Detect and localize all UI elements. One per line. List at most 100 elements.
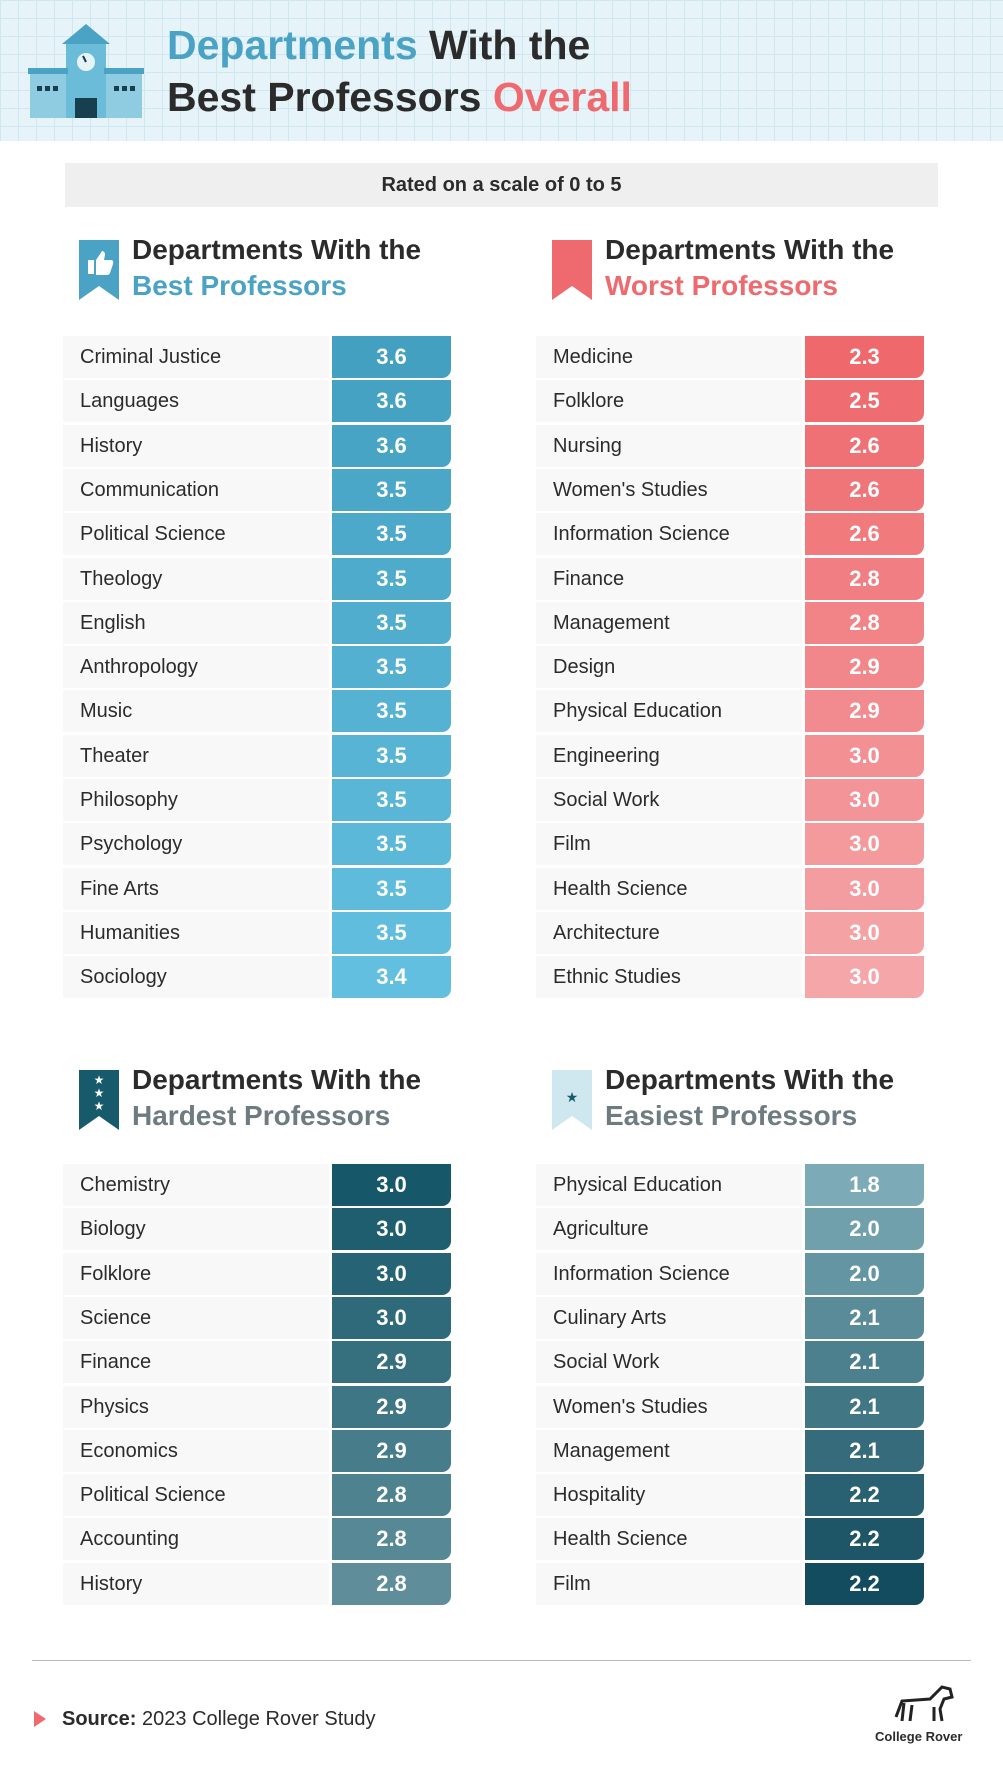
- panel-icon: [552, 240, 592, 300]
- department-name: Fine Arts: [63, 867, 329, 910]
- department-name: Science: [63, 1296, 329, 1339]
- title-part: Overall: [492, 74, 632, 120]
- rating: 2.8: [805, 557, 924, 600]
- department-name: Anthropology: [63, 646, 329, 689]
- panel-highlight: Worst Professors: [605, 270, 838, 301]
- rating: 2.9: [805, 690, 924, 733]
- panel-heading: Departments With the: [605, 234, 895, 265]
- panel-heading: Departments With the: [605, 1064, 895, 1095]
- title-part: Departments: [167, 22, 418, 68]
- department-name: History: [63, 424, 329, 467]
- department-name: Finance: [536, 557, 802, 600]
- school-icon: [28, 24, 144, 118]
- rating: 2.1: [805, 1296, 924, 1339]
- rating: 2.5: [805, 380, 924, 423]
- panel-highlight: Best Professors: [132, 270, 347, 301]
- rating: 3.0: [332, 1164, 451, 1206]
- rating: 3.5: [332, 911, 451, 954]
- rating: 2.3: [805, 336, 924, 378]
- department-name: Psychology: [63, 823, 329, 866]
- department-name: Information Science: [536, 513, 802, 556]
- rating: 3.0: [805, 734, 924, 777]
- department-name: Medicine: [536, 336, 802, 378]
- rating: 2.6: [805, 513, 924, 556]
- department-name: Political Science: [63, 513, 329, 556]
- rating: 3.6: [332, 380, 451, 423]
- department-name: Hospitality: [536, 1474, 802, 1517]
- rating: 2.1: [805, 1341, 924, 1384]
- panel-heading: Departments With the: [132, 234, 422, 265]
- rating: 3.5: [332, 513, 451, 556]
- department-name: Engineering: [536, 734, 802, 777]
- department-name: Information Science: [536, 1252, 802, 1295]
- department-name: Languages: [63, 380, 329, 423]
- rating: 3.5: [332, 823, 451, 866]
- department-name: Women's Studies: [536, 1385, 802, 1428]
- rating: 2.9: [805, 646, 924, 689]
- rating: 2.8: [332, 1518, 451, 1561]
- svg-text:★: ★: [94, 1086, 105, 1100]
- department-name: Physics: [63, 1385, 329, 1428]
- rating: 2.6: [805, 468, 924, 511]
- rating: 3.5: [332, 468, 451, 511]
- svg-text:★: ★: [94, 1099, 105, 1113]
- department-name: Culinary Arts: [536, 1296, 802, 1339]
- rating: 2.0: [805, 1208, 924, 1251]
- logo-text: College Rover: [875, 1729, 963, 1744]
- department-name: Communication: [63, 468, 329, 511]
- department-name: Philosophy: [63, 779, 329, 821]
- department-name: Ethnic Studies: [536, 956, 802, 999]
- rating: 3.5: [332, 779, 451, 821]
- department-name: History: [63, 1562, 329, 1605]
- svg-text:★: ★: [566, 1090, 579, 1106]
- rating: 2.1: [805, 1385, 924, 1428]
- panel-highlight: Hardest Professors: [132, 1100, 391, 1131]
- rating: 2.9: [332, 1429, 451, 1472]
- rating: 3.4: [332, 956, 451, 999]
- department-name: Health Science: [536, 867, 802, 910]
- subtitle: Rated on a scale of 0 to 5: [65, 163, 938, 207]
- title-line: Best Professors Overall: [167, 74, 632, 121]
- department-name: Architecture: [536, 911, 802, 954]
- rating: 3.0: [332, 1252, 451, 1295]
- department-name: Biology: [63, 1208, 329, 1251]
- rating: 2.1: [805, 1429, 924, 1472]
- department-name: Management: [536, 601, 802, 644]
- department-name: Film: [536, 1562, 802, 1605]
- department-name: Physical Education: [536, 1164, 802, 1206]
- rating: 3.0: [332, 1208, 451, 1251]
- panel-icon: [79, 240, 119, 300]
- department-name: Physical Education: [536, 690, 802, 733]
- department-name: Theology: [63, 557, 329, 600]
- department-name: Social Work: [536, 1341, 802, 1384]
- header-band: [0, 0, 1003, 141]
- department-name: Agriculture: [536, 1208, 802, 1251]
- department-name: Sociology: [63, 956, 329, 999]
- department-name: English: [63, 601, 329, 644]
- panel-icon: ★: [552, 1070, 592, 1130]
- rating: 3.5: [332, 601, 451, 644]
- rating: 2.2: [805, 1474, 924, 1517]
- rating: 3.0: [805, 779, 924, 821]
- svg-text:★: ★: [94, 1073, 105, 1087]
- rating: 3.5: [332, 734, 451, 777]
- rating: 3.6: [332, 336, 451, 378]
- department-name: Criminal Justice: [63, 336, 329, 378]
- department-name: Folklore: [536, 380, 802, 423]
- rating: 2.8: [332, 1562, 451, 1605]
- source-text: 2023 College Rover Study: [142, 1708, 376, 1730]
- rating: 2.8: [805, 601, 924, 644]
- department-name: Health Science: [536, 1518, 802, 1561]
- rating: 2.2: [805, 1518, 924, 1561]
- panel-icon: ★★★: [79, 1070, 119, 1130]
- rating: 3.5: [332, 690, 451, 733]
- department-name: Design: [536, 646, 802, 689]
- panel-highlight: Easiest Professors: [605, 1100, 858, 1131]
- department-name: Political Science: [63, 1474, 329, 1517]
- department-name: Chemistry: [63, 1164, 329, 1206]
- department-name: Humanities: [63, 911, 329, 954]
- rating: 2.8: [332, 1474, 451, 1517]
- rating: 2.0: [805, 1252, 924, 1295]
- department-name: Social Work: [536, 779, 802, 821]
